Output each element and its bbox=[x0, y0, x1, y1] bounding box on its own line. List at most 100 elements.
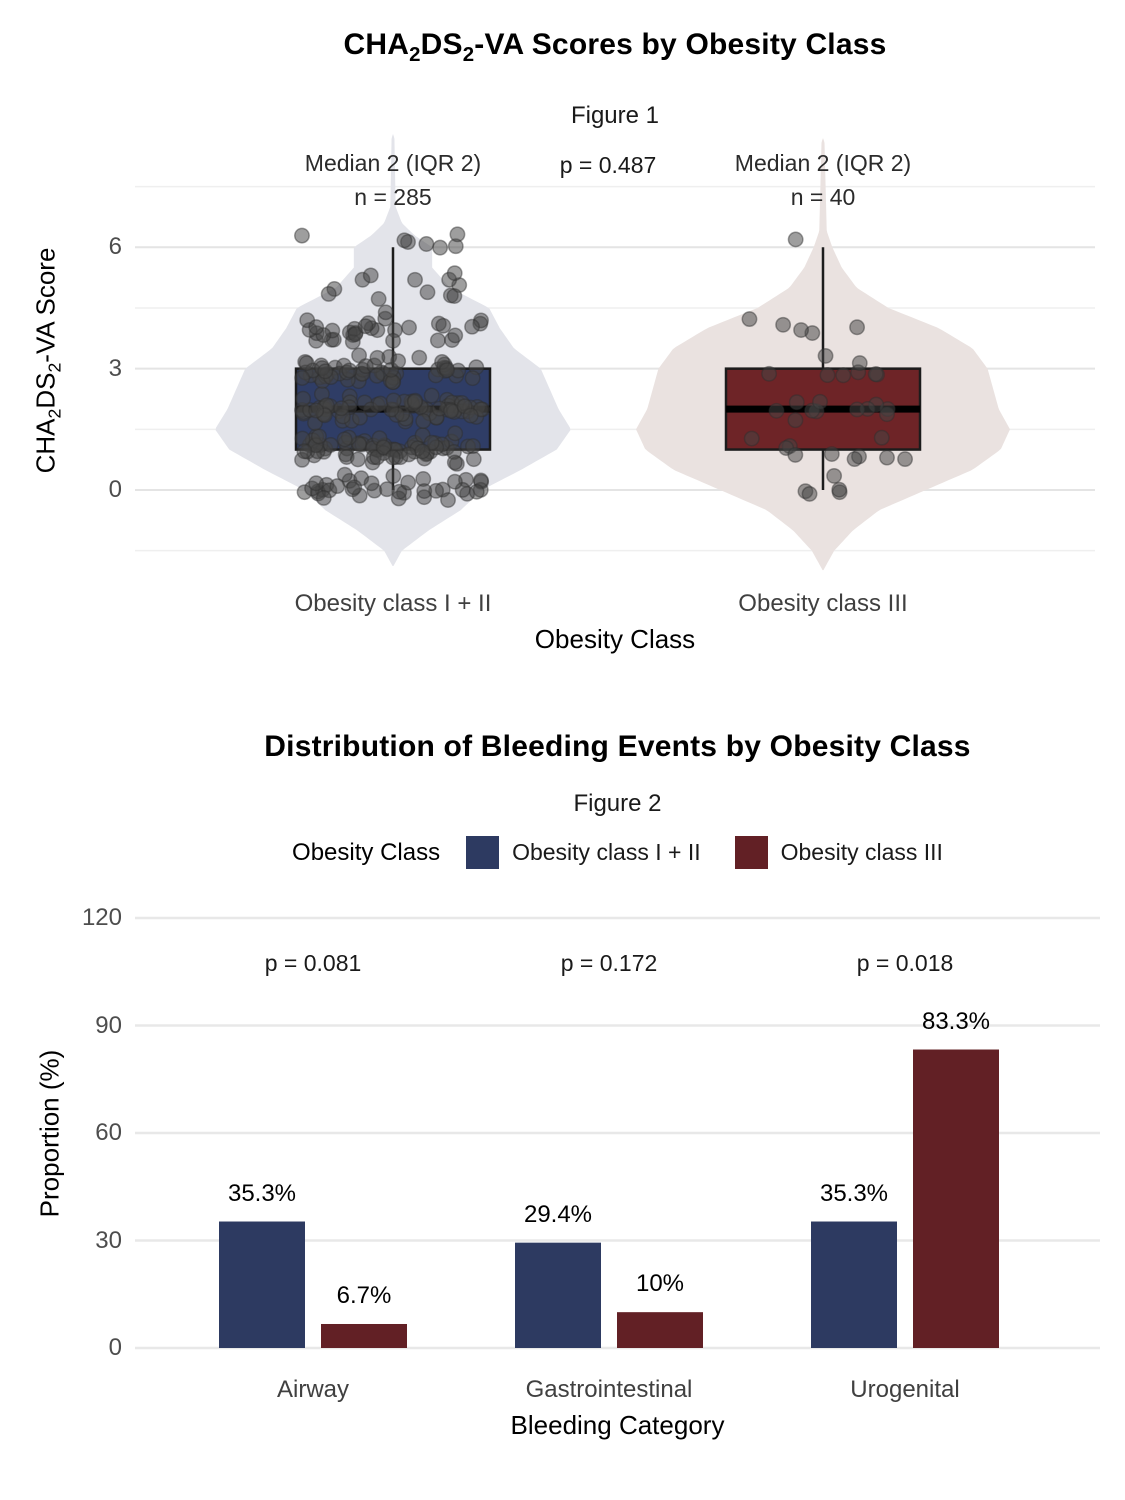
jitter-point bbox=[329, 478, 346, 495]
bar-airway-series-0 bbox=[219, 1221, 305, 1348]
jitter-point bbox=[396, 232, 413, 249]
jitter-point bbox=[294, 370, 311, 386]
figure1-right-median-annotation: Median 2 (IQR 2) bbox=[734, 150, 912, 176]
jitter-point bbox=[390, 353, 407, 370]
jitter-point bbox=[432, 239, 449, 256]
jitter-point bbox=[462, 407, 479, 424]
figure1-ylabel-mid: DS bbox=[30, 372, 61, 409]
jitter-point bbox=[294, 227, 310, 244]
jitter-point bbox=[375, 439, 392, 456]
jitter-point bbox=[385, 332, 401, 349]
figure2-ytick-label: 90 bbox=[95, 1011, 122, 1039]
jitter-point bbox=[464, 370, 481, 387]
figure2-subtitle: Figure 2 bbox=[573, 790, 662, 817]
jitter-point bbox=[295, 390, 312, 407]
jitter-point bbox=[407, 271, 423, 288]
bar-value-label: 29.4% bbox=[523, 1200, 593, 1228]
jitter-point bbox=[768, 402, 785, 419]
jitter-point bbox=[817, 347, 834, 364]
jitter-point bbox=[372, 395, 389, 412]
jitter-point bbox=[351, 347, 368, 364]
jitter-point bbox=[320, 286, 337, 302]
jitter-point bbox=[423, 434, 440, 451]
jitter-point bbox=[429, 332, 446, 349]
bar-value-label: 6.7% bbox=[336, 1281, 392, 1309]
jitter-point bbox=[418, 236, 435, 252]
jitter-point bbox=[741, 311, 758, 328]
figure1-ytick-label: 3 bbox=[108, 354, 122, 382]
jitter-point bbox=[449, 226, 466, 243]
bar-value-label: 83.3% bbox=[921, 1007, 991, 1035]
legend-swatch-class-3 bbox=[734, 836, 768, 869]
jitter-point bbox=[333, 400, 350, 417]
jitter-point bbox=[435, 317, 452, 334]
jitter-point bbox=[743, 430, 760, 447]
jitter-point bbox=[363, 475, 380, 492]
jitter-point bbox=[446, 265, 463, 282]
jitter-point bbox=[317, 363, 334, 380]
figure1-ylabel-sub1: 2 bbox=[44, 408, 65, 419]
bar-urogenital-series-0 bbox=[811, 1221, 897, 1348]
jitter-point bbox=[801, 485, 818, 502]
figure2-ytick-label: 120 bbox=[81, 904, 122, 931]
jitter-point bbox=[351, 436, 367, 453]
legend-label-class-3: Obesity class III bbox=[780, 839, 943, 865]
jitter-point bbox=[379, 481, 395, 498]
bar-gastrointestinal-series-0 bbox=[515, 1242, 601, 1348]
figure1-title-mid: DS bbox=[420, 28, 463, 61]
jitter-point bbox=[446, 288, 463, 304]
jitter-point bbox=[349, 451, 366, 468]
jitter-point bbox=[897, 451, 914, 468]
figure2-legend-title: Obesity Class bbox=[292, 838, 441, 866]
jitter-point bbox=[468, 483, 485, 500]
figure2-title: Distribution of Bleeding Events by Obesi… bbox=[264, 730, 971, 763]
jitter-point bbox=[411, 349, 428, 366]
jitter-point bbox=[423, 387, 440, 404]
jitter-point bbox=[775, 316, 792, 333]
figure1-title-post: -VA Scores by Obesity Class bbox=[474, 28, 887, 61]
figure2-xtick-label: Airway bbox=[276, 1376, 349, 1403]
figure1-ylabel-text: CHA bbox=[30, 418, 61, 474]
legend-label-class-1-2: Obesity class I + II bbox=[512, 839, 701, 865]
figure1-title-sub2: 2 bbox=[462, 44, 475, 66]
figure2-p-value: p = 0.172 bbox=[560, 950, 658, 976]
figure1-ytick-label: 6 bbox=[108, 233, 122, 261]
bar-value-label: 35.3% bbox=[819, 1179, 889, 1207]
jitter-point bbox=[787, 446, 804, 463]
figure1-title: CHA2DS2-VA Scores by Obesity Class bbox=[135, 28, 1095, 65]
figure1-title-text: CHA bbox=[343, 28, 410, 61]
jitter-point bbox=[369, 349, 386, 366]
figure1-xtick-class-1-2: Obesity class I + II bbox=[294, 590, 492, 617]
jitter-point bbox=[336, 431, 353, 448]
jitter-point bbox=[835, 367, 852, 384]
jitter-point bbox=[826, 467, 843, 484]
jitter-point bbox=[761, 365, 778, 382]
figure1-title-sub1: 2 bbox=[409, 44, 421, 66]
jitter-point bbox=[447, 425, 464, 442]
jitter-point bbox=[823, 446, 840, 463]
jitter-point bbox=[464, 318, 481, 335]
jitter-point bbox=[812, 393, 828, 410]
jitter-point bbox=[465, 438, 481, 455]
jitter-point bbox=[788, 394, 805, 411]
jitter-point bbox=[414, 443, 431, 460]
jitter-point bbox=[400, 474, 417, 491]
jitter-point bbox=[368, 367, 385, 384]
jitter-point bbox=[849, 401, 866, 418]
jitter-point bbox=[406, 393, 423, 410]
jitter-point bbox=[296, 443, 313, 460]
jitter-point bbox=[867, 366, 884, 383]
jitter-point bbox=[849, 319, 866, 336]
jitter-point bbox=[341, 362, 358, 379]
jitter-point bbox=[831, 481, 848, 498]
figure1-left-n-label: n = 285 bbox=[354, 184, 432, 210]
jitter-point bbox=[322, 436, 339, 453]
figure1-right-n-label: n = 40 bbox=[790, 184, 856, 210]
jitter-point bbox=[385, 468, 402, 484]
jitter-point bbox=[362, 267, 379, 284]
figure2-ytick-label: 60 bbox=[95, 1119, 122, 1146]
jitter-point bbox=[308, 475, 325, 492]
jitter-point bbox=[377, 304, 394, 321]
figure1-y-axis-title: CHA2DS2-VA Score bbox=[30, 151, 65, 571]
